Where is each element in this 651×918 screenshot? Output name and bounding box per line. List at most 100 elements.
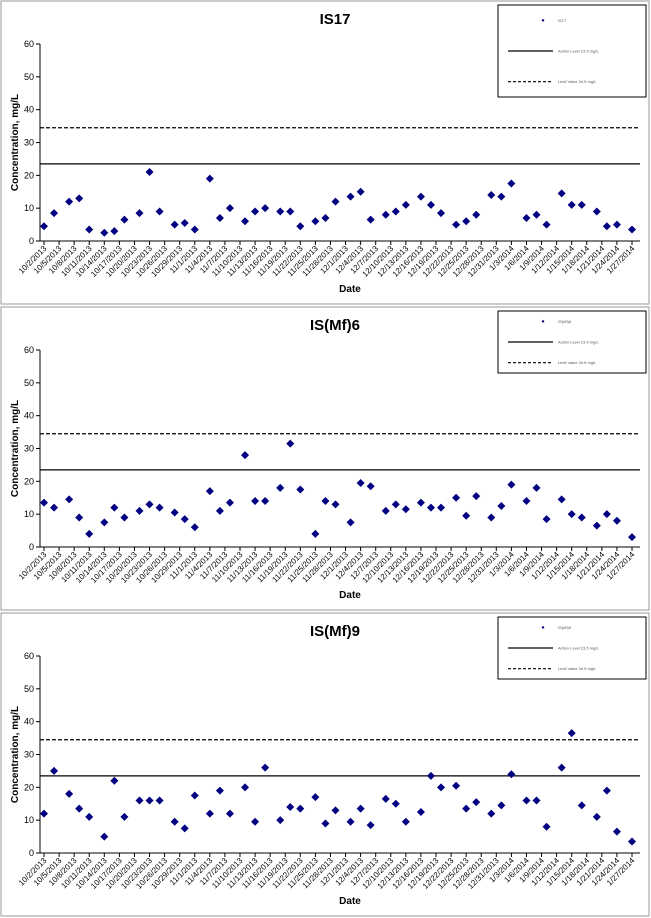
legend-label: Limit Value 34.5 mg/L <box>558 360 597 365</box>
data-point <box>391 207 400 216</box>
data-point <box>532 210 541 219</box>
data-point <box>542 515 551 524</box>
data-point <box>155 796 164 805</box>
y-tick-label: 30 <box>24 444 34 454</box>
data-point <box>567 200 576 209</box>
data-point <box>366 482 375 491</box>
data-point <box>261 204 270 213</box>
data-point <box>487 809 496 818</box>
data-point <box>602 786 611 795</box>
data-point <box>311 529 320 538</box>
data-point <box>401 200 410 209</box>
data-point <box>532 483 541 492</box>
data-point <box>522 796 531 805</box>
data-point <box>542 822 551 831</box>
legend: IS(Mf)6 Action Level 23.5 mg/L Limit Value… <box>497 310 647 374</box>
y-tick-label: 0 <box>29 236 34 246</box>
data-point <box>276 816 285 825</box>
data-point <box>286 439 295 448</box>
data-point <box>50 503 59 512</box>
data-point <box>567 729 576 738</box>
data-point <box>356 478 365 487</box>
data-point <box>592 207 601 216</box>
data-point <box>241 451 250 460</box>
data-point <box>628 225 636 234</box>
data-point <box>120 215 129 224</box>
data-point <box>472 492 481 501</box>
data-point <box>155 503 164 512</box>
data-point <box>356 804 365 813</box>
data-point <box>215 214 224 223</box>
data-point <box>261 763 270 772</box>
data-point <box>135 209 144 218</box>
y-tick-label: 0 <box>29 848 34 858</box>
y-tick-label: 50 <box>24 684 34 694</box>
data-point <box>346 192 355 201</box>
y-tick-label: 60 <box>24 39 34 49</box>
data-point <box>65 789 74 798</box>
data-point <box>602 510 611 519</box>
data-point <box>612 516 621 525</box>
data-point <box>40 498 48 507</box>
data-point <box>286 207 295 216</box>
data-point <box>426 503 435 512</box>
data-point <box>557 495 566 504</box>
data-point <box>155 207 164 216</box>
legend-label: Limit Value 34.5 mg/L <box>558 666 597 671</box>
y-tick-label: 20 <box>24 476 34 486</box>
data-point <box>65 495 74 504</box>
data-point <box>592 812 601 821</box>
data-point <box>612 827 621 836</box>
data-point <box>205 809 214 818</box>
data-point <box>462 511 471 520</box>
data-point <box>437 209 446 218</box>
data-point <box>331 197 340 206</box>
legend-marker <box>541 18 545 22</box>
y-tick-label: 0 <box>29 542 34 552</box>
data-point <box>100 228 109 237</box>
legend: IS17 Action Level 23.5 mg/L Limit Value 34… <box>497 4 647 98</box>
data-point <box>462 217 471 226</box>
data-point <box>251 817 260 826</box>
data-point <box>542 220 551 229</box>
data-point <box>276 483 285 492</box>
data-point <box>190 225 199 234</box>
data-point <box>110 227 119 236</box>
data-point <box>401 505 410 514</box>
data-point <box>346 518 355 527</box>
data-point <box>452 220 461 229</box>
data-point <box>381 210 390 219</box>
y-axis-title: Concentration, mg/L <box>10 400 21 497</box>
x-axis-title: Date <box>339 284 361 295</box>
y-tick-label: 60 <box>24 345 34 355</box>
data-point <box>286 803 295 812</box>
data-point <box>437 503 446 512</box>
data-point <box>577 513 586 522</box>
y-tick-label: 50 <box>24 72 34 82</box>
legend-label: Limit Value 34.5 mg/L <box>558 79 597 84</box>
data-point <box>522 497 531 506</box>
data-point <box>331 806 340 815</box>
data-point <box>225 809 234 818</box>
data-point <box>331 500 340 509</box>
data-point <box>416 807 425 816</box>
y-tick-label: 40 <box>24 717 34 727</box>
y-tick-label: 30 <box>24 750 34 760</box>
data-point <box>532 796 541 805</box>
data-point <box>75 513 84 522</box>
data-point <box>205 487 214 496</box>
data-point <box>120 513 129 522</box>
legend-label: Action Level 23.5 mg/L <box>558 340 599 345</box>
panel-border <box>0 306 650 611</box>
panel-border <box>0 0 650 305</box>
chart-title: IS(Mf)9 <box>310 623 360 640</box>
data-point <box>296 222 305 231</box>
data-point <box>180 218 189 227</box>
legend-marker <box>541 625 545 629</box>
y-tick-label: 40 <box>24 411 34 421</box>
data-point <box>592 521 601 530</box>
data-point <box>437 783 446 792</box>
data-point <box>462 804 471 813</box>
data-point <box>75 804 84 813</box>
